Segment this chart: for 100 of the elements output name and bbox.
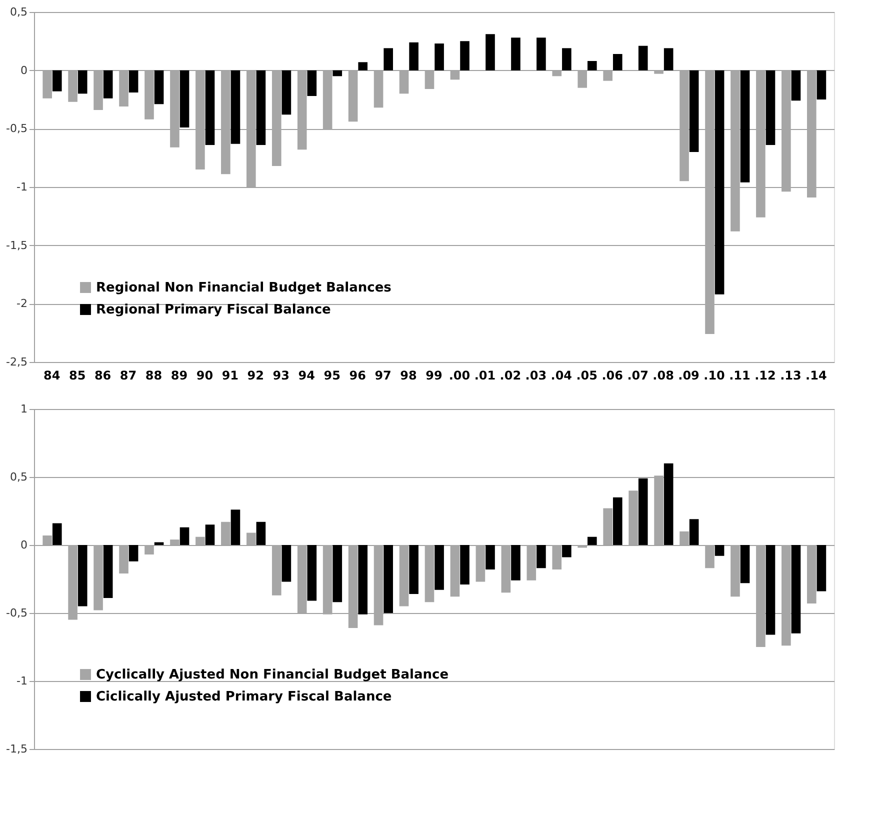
bar xyxy=(154,70,164,104)
x-tick-label: 89 xyxy=(170,368,188,382)
y-tick-label: -2,5 xyxy=(6,356,28,368)
bar xyxy=(536,38,546,70)
x-tick-label: 84 xyxy=(43,368,60,382)
legend-label: Regional Non Financial Budget Balances xyxy=(96,280,392,296)
bar xyxy=(128,70,138,92)
bar xyxy=(205,524,215,545)
x-tick-label: .05 xyxy=(576,368,598,382)
legend-label: Regional Primary Fiscal Balance xyxy=(96,302,332,318)
x-tick-label: 99 xyxy=(426,368,442,382)
bar xyxy=(562,545,572,558)
bar xyxy=(816,545,826,592)
y-tick-label: 0,5 xyxy=(10,6,28,18)
bar xyxy=(536,545,546,568)
bar xyxy=(256,522,266,545)
x-tick-label: .04 xyxy=(550,368,572,382)
bar xyxy=(256,70,266,145)
y-tick-label: 0,5 xyxy=(10,470,28,484)
legend-label: Cyclically Ajusted Non Financial Budget Balance xyxy=(96,668,449,682)
x-tick-label: .14 xyxy=(806,368,827,382)
bar xyxy=(78,70,88,94)
bar xyxy=(664,48,674,70)
bar xyxy=(409,42,418,70)
y-tick-label: -2 xyxy=(16,297,28,310)
bar xyxy=(511,545,520,580)
bar xyxy=(282,70,292,115)
x-tick-label: .13 xyxy=(780,368,802,382)
x-tick-label: 87 xyxy=(120,368,137,382)
x-tick-label: 91 xyxy=(222,368,239,382)
x-tick-label: 95 xyxy=(324,368,340,382)
x-tick-label: .00 xyxy=(448,368,470,382)
bar xyxy=(689,70,699,152)
bar xyxy=(205,70,215,145)
y-tick-label: 0 xyxy=(20,538,28,552)
bar xyxy=(434,44,444,70)
bar xyxy=(714,70,724,294)
bar xyxy=(766,70,776,145)
bar xyxy=(638,46,648,70)
bar xyxy=(52,523,62,545)
bar xyxy=(358,545,368,614)
bar xyxy=(460,545,470,584)
x-tick-label: .11 xyxy=(729,368,750,382)
bar xyxy=(230,70,240,144)
x-tick-label: .12 xyxy=(754,368,776,382)
bar xyxy=(103,545,113,598)
bar xyxy=(358,62,368,70)
bar xyxy=(180,70,190,128)
y-tick-label: -1,5 xyxy=(6,238,28,252)
x-tick-label: 98 xyxy=(400,368,417,382)
bar xyxy=(332,545,342,602)
x-tick-label: 94 xyxy=(298,368,315,382)
x-tick-label: 86 xyxy=(94,368,112,382)
bar xyxy=(588,61,597,70)
bar xyxy=(740,70,750,182)
bar xyxy=(562,48,572,70)
bar xyxy=(486,34,495,70)
x-tick-label: 97 xyxy=(374,368,392,382)
y-tick-label: -1 xyxy=(16,674,28,688)
bar xyxy=(791,70,801,101)
bar xyxy=(638,478,648,545)
bar xyxy=(307,70,317,96)
bar xyxy=(332,70,342,76)
x-tick-label: 92 xyxy=(247,368,264,382)
x-tick-label: .01 xyxy=(474,368,496,382)
bar xyxy=(384,48,393,70)
x-tick-label: 85 xyxy=(68,368,86,382)
bar xyxy=(52,70,62,92)
bar xyxy=(791,545,801,634)
bar xyxy=(714,545,724,556)
x-tick-label: .03 xyxy=(525,368,547,382)
y-tick-label: 0 xyxy=(20,64,28,77)
x-tick-label: .02 xyxy=(500,368,522,382)
y-tick-label: -0,5 xyxy=(6,606,28,620)
x-tick-label: 93 xyxy=(272,368,290,382)
bar xyxy=(128,545,138,562)
x-tick-label: 96 xyxy=(349,368,366,382)
x-tick-label: .08 xyxy=(652,368,674,382)
bar xyxy=(460,41,470,70)
bar xyxy=(78,545,88,606)
bar xyxy=(307,545,317,601)
bar xyxy=(740,545,750,584)
bar xyxy=(816,70,826,100)
bar xyxy=(766,545,776,635)
y-tick-label: -0,5 xyxy=(6,122,28,136)
bar xyxy=(230,510,240,545)
bar xyxy=(511,38,520,70)
bar xyxy=(664,463,674,545)
bar xyxy=(180,527,190,545)
x-tick-label: 90 xyxy=(196,368,214,382)
bar xyxy=(612,54,622,70)
bar xyxy=(103,70,113,98)
bar xyxy=(409,545,418,594)
x-tick-label: .09 xyxy=(678,368,700,382)
y-tick-label: -1 xyxy=(16,180,28,194)
bar xyxy=(612,497,622,545)
x-tick-label: 88 xyxy=(145,368,162,382)
legend-label: Ciclically Ajusted Primary Fiscal Balance xyxy=(96,690,392,704)
y-tick-label: 1 xyxy=(20,402,28,416)
x-tick-label: .06 xyxy=(602,368,623,382)
